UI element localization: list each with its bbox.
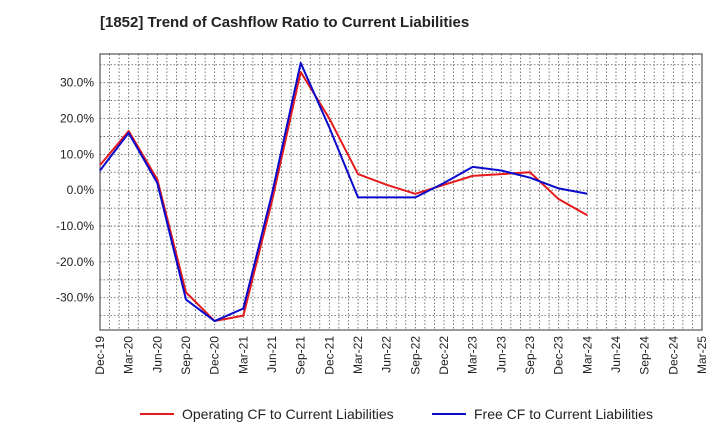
x-tick-label: Jun-22 xyxy=(380,336,394,373)
x-tick-label: Dec-19 xyxy=(93,336,107,375)
x-tick-label: Sep-22 xyxy=(408,336,422,375)
series-line-1 xyxy=(99,70,588,323)
y-tick-label: 10.0% xyxy=(60,147,94,161)
x-tick-label: Dec-21 xyxy=(322,336,336,375)
x-tick-label: Jun-24 xyxy=(609,336,623,373)
y-tick-label: -30.0% xyxy=(56,291,94,305)
y-tick-label: 20.0% xyxy=(60,112,94,126)
x-tick-label: Dec-24 xyxy=(666,336,680,375)
x-tick-label: Mar-21 xyxy=(236,336,250,374)
y-tick-label: -10.0% xyxy=(56,219,94,233)
y-tick-label: 0.0% xyxy=(67,183,95,197)
legend-label-1: Operating CF to Current Liabilities xyxy=(182,406,394,422)
x-tick-label: Sep-24 xyxy=(638,336,652,375)
x-tick-label: Mar-23 xyxy=(466,336,480,374)
y-tick-label: 30.0% xyxy=(60,76,94,90)
plot-area xyxy=(100,54,702,330)
plot-border xyxy=(99,53,703,331)
x-tick-label: Sep-23 xyxy=(523,336,537,375)
x-tick-label: Dec-22 xyxy=(437,336,451,375)
x-tick-label: Sep-20 xyxy=(179,336,193,375)
x-tick-label: Dec-20 xyxy=(208,336,222,375)
x-tick-label: Dec-23 xyxy=(552,336,566,375)
x-tick-label: Mar-20 xyxy=(122,336,136,374)
x-tick-label: Mar-24 xyxy=(580,336,594,374)
x-tick-label: Jun-23 xyxy=(494,336,508,373)
legend-label-2: Free CF to Current Liabilities xyxy=(474,406,653,422)
chart-title: [1852] Trend of Cashflow Ratio to Curren… xyxy=(100,14,470,31)
x-tick-label: Jun-21 xyxy=(265,336,279,373)
y-tick-label: -20.0% xyxy=(56,255,94,269)
x-tick-label: Mar-25 xyxy=(695,336,709,374)
series-line-2 xyxy=(99,61,588,323)
x-tick-label: Sep-21 xyxy=(294,336,308,375)
x-tick-label: Jun-20 xyxy=(150,336,164,373)
x-tick-label: Mar-22 xyxy=(351,336,365,374)
